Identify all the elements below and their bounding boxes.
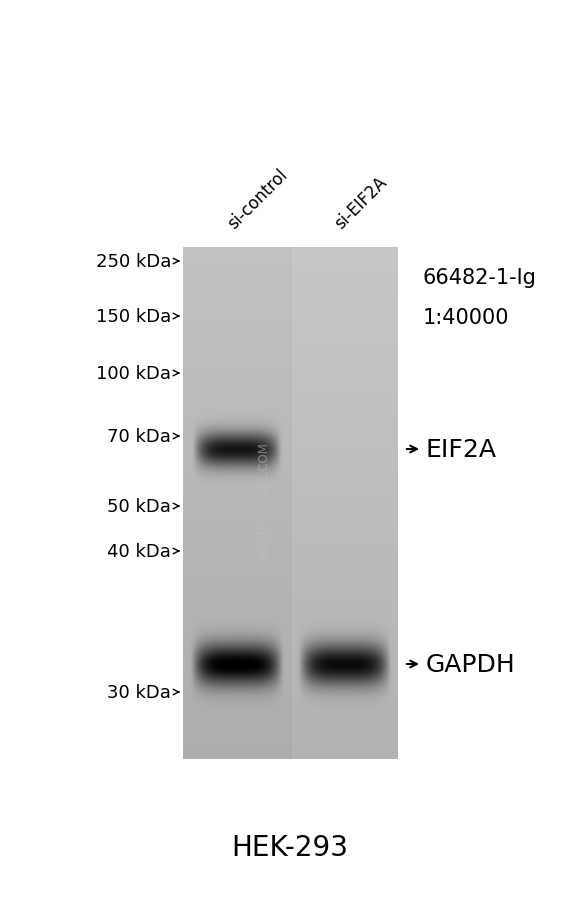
Text: 250 kDa: 250 kDa bbox=[96, 253, 171, 271]
Text: EIF2A: EIF2A bbox=[426, 437, 497, 462]
Text: si-EIF2A: si-EIF2A bbox=[331, 173, 390, 233]
Text: si-control: si-control bbox=[224, 166, 290, 233]
Text: 50 kDa: 50 kDa bbox=[107, 497, 171, 515]
Text: 1:40000: 1:40000 bbox=[423, 308, 510, 327]
Text: 100 kDa: 100 kDa bbox=[96, 364, 171, 382]
Text: 30 kDa: 30 kDa bbox=[107, 683, 171, 701]
Text: 70 kDa: 70 kDa bbox=[107, 428, 171, 446]
Text: HEK-293: HEK-293 bbox=[231, 833, 349, 861]
Text: GAPDH: GAPDH bbox=[426, 652, 516, 676]
Text: 40 kDa: 40 kDa bbox=[107, 542, 171, 560]
Text: 66482-1-Ig: 66482-1-Ig bbox=[423, 268, 537, 288]
Text: 150 kDa: 150 kDa bbox=[96, 308, 171, 326]
Text: WWW.PTGLABC.COM: WWW.PTGLABC.COM bbox=[258, 442, 271, 565]
